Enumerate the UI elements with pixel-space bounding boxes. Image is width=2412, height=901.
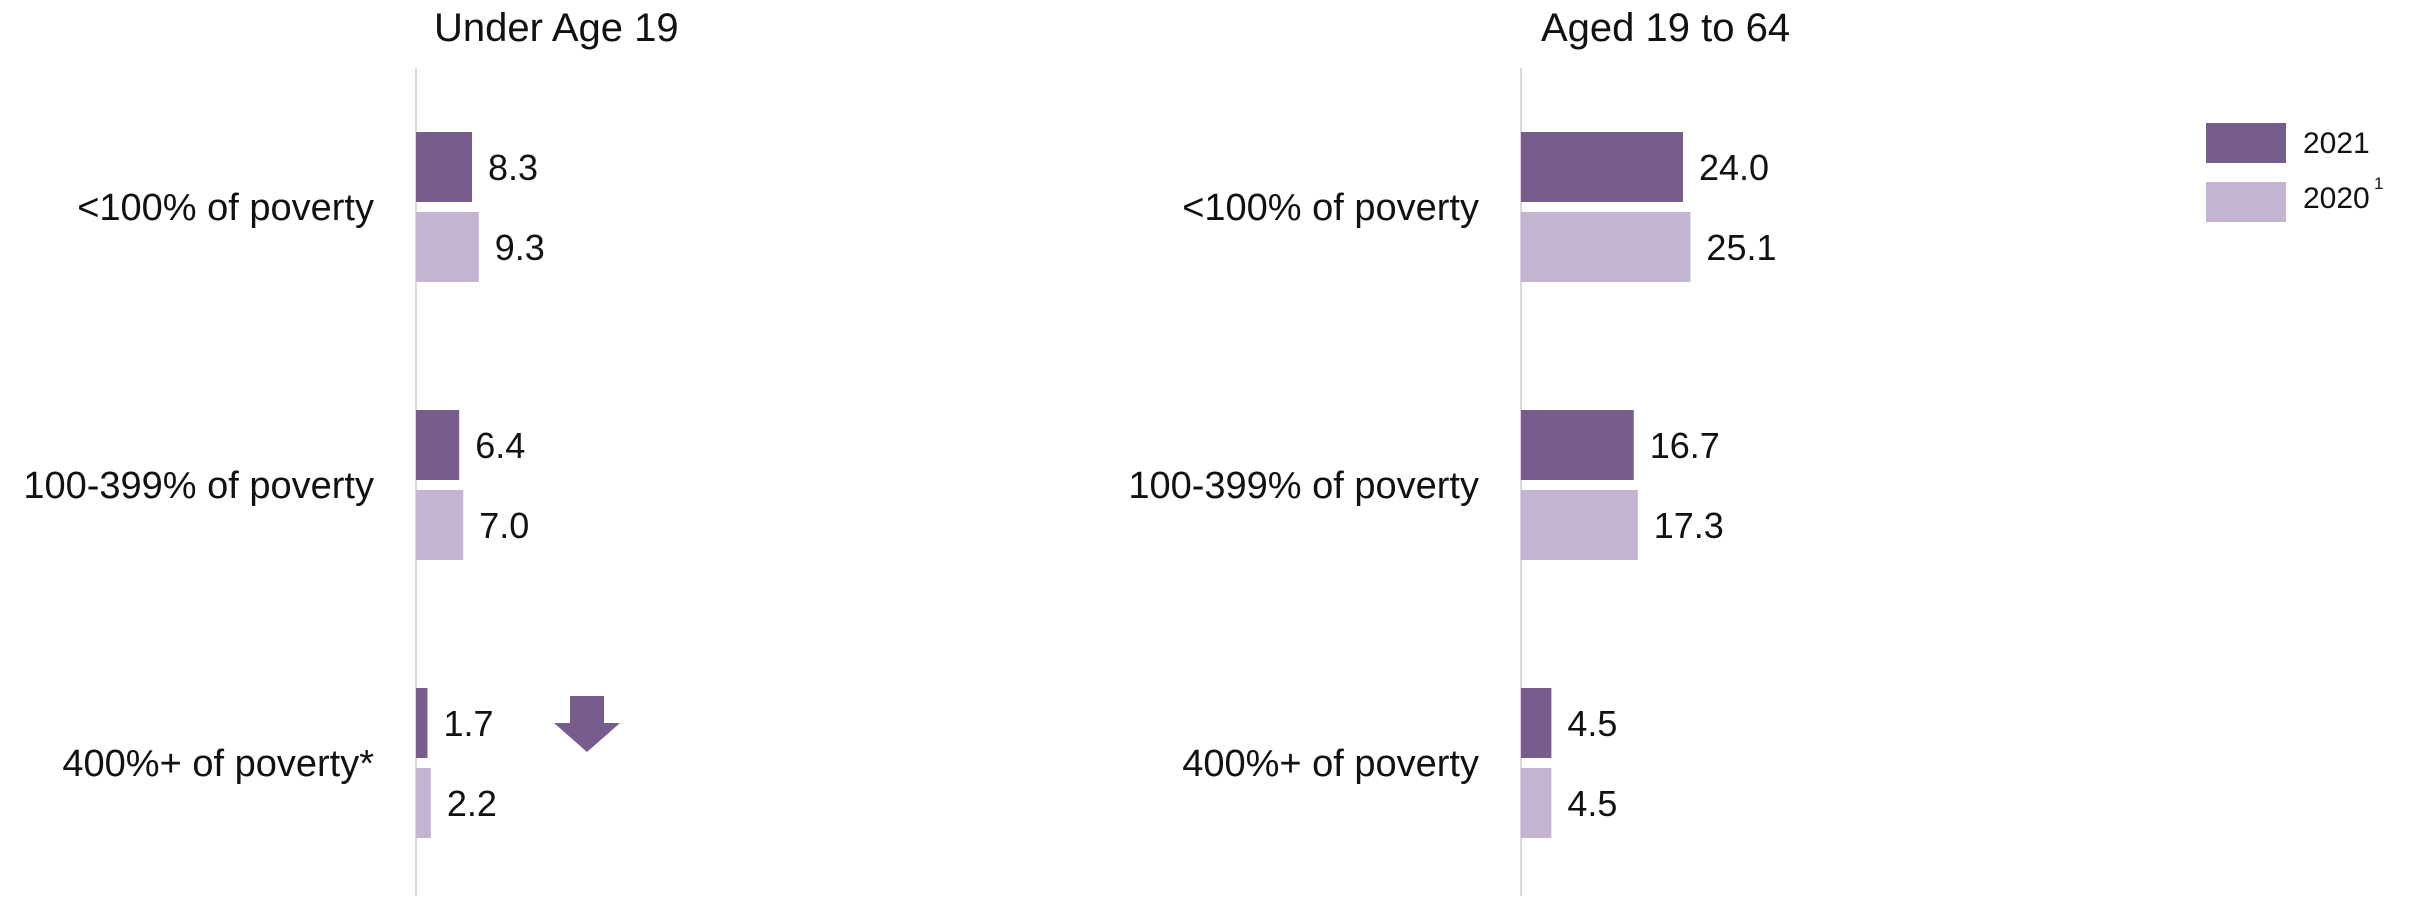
down-arrow-icon [554,696,620,752]
value-label: 17.3 [1654,505,1724,546]
value-label: 8.3 [488,147,538,188]
bar-2020-1 [416,490,464,560]
bar-2021-1 [416,410,460,480]
legend-footnote-2020: 1 [2374,174,2383,193]
bar-2020-2 [1521,768,1552,838]
legend-swatch-2021 [2206,123,2286,163]
bar-2020-0 [1521,212,1691,282]
bar-2021-2 [416,688,428,758]
category-label: 400%+ of poverty* [62,743,374,785]
value-label: 1.7 [443,703,493,744]
legend-label-2021: 2021 [2303,127,2370,160]
legend: 2021 2020 1 [2206,123,2383,222]
legend-swatch-2020 [2206,182,2286,222]
category-label: 100-399% of poverty [23,465,374,507]
value-label: 7.0 [479,505,529,546]
bar-2020-1 [1521,490,1638,560]
value-label: 24.0 [1699,147,1769,188]
bar-2021-2 [1521,688,1552,758]
legend-label-2020: 2020 [2303,182,2370,215]
value-label: 6.4 [475,425,525,466]
value-label: 4.5 [1567,783,1617,824]
value-label: 16.7 [1650,425,1720,466]
panel-aged-19-64: Aged 19 to 64 <100% of poverty 24.0 25.1 10… [1128,6,1790,896]
panel-title-aged-19-64: Aged 19 to 64 [1541,6,1790,50]
value-label: 25.1 [1706,227,1776,268]
category-label: <100% of poverty [77,187,374,229]
bar-2021-0 [1521,132,1683,202]
bar-2021-1 [1521,410,1634,480]
category-label: <100% of poverty [1182,187,1479,229]
bar-2020-2 [416,768,431,838]
value-label: 9.3 [495,227,545,268]
value-label: 2.2 [447,783,497,824]
bar-2020-0 [416,212,479,282]
panel-under-19: Under Age 19 <100% of poverty 8.3 9.3 100-3… [23,6,679,896]
panel-title-under-19: Under Age 19 [434,6,679,50]
bar-2021-0 [416,132,473,202]
category-label: 100-399% of poverty [1128,465,1479,507]
value-label: 4.5 [1567,703,1617,744]
category-label: 400%+ of poverty [1182,743,1479,785]
